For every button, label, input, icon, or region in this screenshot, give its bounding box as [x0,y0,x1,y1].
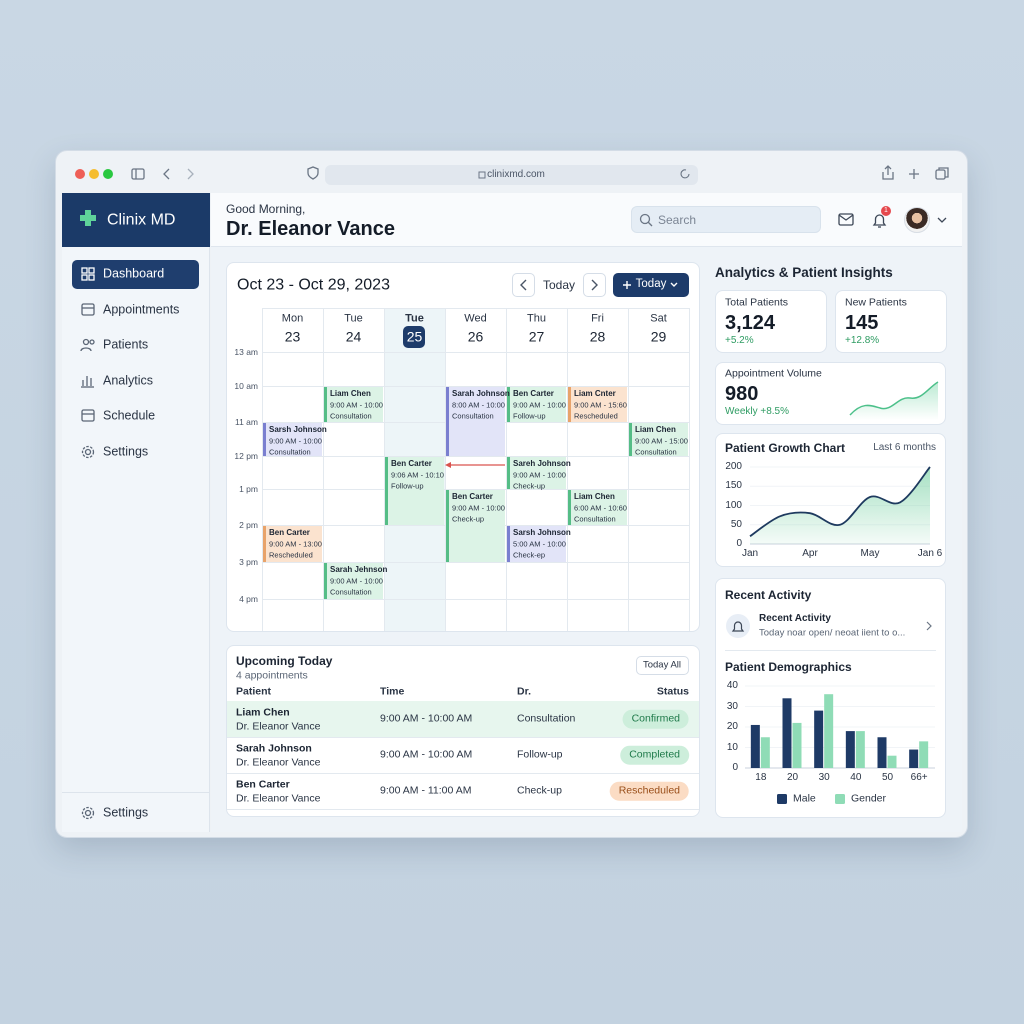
bar [760,737,770,768]
bar [814,710,824,768]
nav-icons [80,267,95,820]
activity-icons [731,621,932,632]
line-series [749,466,931,538]
brand-logo [80,210,96,226]
bar [824,694,834,768]
header-icons [639,213,947,228]
bar [887,755,897,768]
bar [909,749,919,768]
current-time-indicator [445,462,505,468]
sparkline-area [850,382,938,420]
bar [792,722,802,768]
bar [750,724,760,768]
bar [855,731,865,768]
browser-toolbar-icons [131,165,949,180]
bar [877,737,887,768]
minimize-dot[interactable] [89,169,99,179]
legend-swatch [777,794,787,804]
bar [845,731,855,768]
zoom-dot[interactable] [103,169,113,179]
calendar-button-icons [520,279,678,291]
line-area [750,467,930,544]
bar [782,698,792,768]
legend-swatch [835,794,845,804]
bar [919,741,929,768]
close-dot[interactable] [75,169,85,179]
sparkline [849,381,939,416]
